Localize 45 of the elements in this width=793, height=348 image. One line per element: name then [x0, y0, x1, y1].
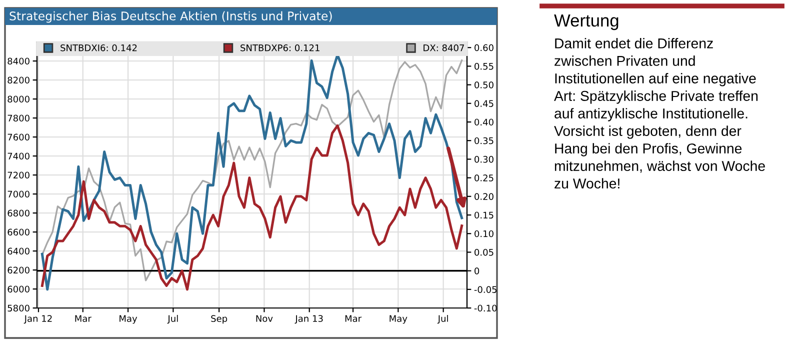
y-tick-label: 7400 [8, 152, 30, 160]
x-tick-label: Sep [211, 315, 228, 324]
chart-title: Strategischer Bias Deutsche Aktien (Instis und Private) [10, 11, 332, 23]
y-tick-label: 6600 [8, 228, 30, 236]
y2-tick-label: 0.55 [474, 62, 494, 70]
x-tick-label: Jul [167, 314, 178, 324]
y2-tick-label: 0.20 [474, 193, 494, 200]
legend-label: SNTBDXP6: 0.121 [240, 44, 320, 52]
x-tick-label: Jan 12 [24, 315, 52, 324]
y-tick-label: 6400 [8, 248, 30, 255]
y2-tick-label: -0.05 [474, 286, 497, 293]
x-tick-label: Mar [345, 315, 362, 322]
x-tick-label: Jan 13 [294, 315, 323, 324]
y-tick-label: 6800 [8, 210, 30, 217]
y-tick-label: 6200 [8, 266, 30, 274]
y-tick-label: 7800 [8, 114, 30, 122]
text: Wertung [554, 14, 618, 30]
y2-tick-label: 0.40 [474, 118, 494, 126]
x-tick-label: Mar [75, 315, 92, 322]
y-tick-label: 8000 [8, 96, 30, 103]
y-tick-label: 7000 [8, 190, 30, 198]
line-series [40, 124, 464, 291]
x-tick-label: May [120, 315, 138, 324]
legend-label: SNTBDXI6: 0.142 [60, 44, 137, 52]
y2-tick-label: 0.45 [474, 100, 494, 107]
y-tick-label: 7600 [8, 134, 30, 141]
y2-tick-label: 0 [474, 268, 480, 274]
y2-tick-label: 0.50 [474, 82, 494, 88]
y2-tick-label: 0.30 [474, 156, 494, 163]
y-tick-label: 6000 [8, 286, 30, 293]
legend-label: DX: 8407 [424, 44, 464, 52]
x-tick-label: Jul [437, 314, 448, 324]
y-tick-label: 8200 [8, 76, 30, 84]
x-tick-label: Nov [256, 315, 273, 322]
y-tick-label: 8400 [8, 58, 30, 65]
x-tick-label: May [390, 315, 408, 324]
y-tick-label: 5800 [8, 304, 30, 312]
y-tick-label: 7200 [8, 172, 30, 179]
y2-tick-label: 0.25 [474, 174, 494, 182]
y2-tick-label: 0.60 [474, 44, 494, 52]
y2-tick-label: 0.15 [474, 212, 494, 219]
y2-tick-label: 0.05 [474, 248, 494, 256]
text: Damit endet die Differenz zwischen Privaten und Institutionellen auf eine negative Art: Spätzyklische Private treffen auf antizyklische Institutionelle. Vorsicht ist geboten, denn der Hang bei den Profis, Gewinne mitzunehmen, wächst von Woche zu Woche! [554, 38, 765, 189]
y2-tick-label: 0.35 [474, 137, 494, 144]
y2-tick-label: 0.10 [474, 230, 494, 238]
